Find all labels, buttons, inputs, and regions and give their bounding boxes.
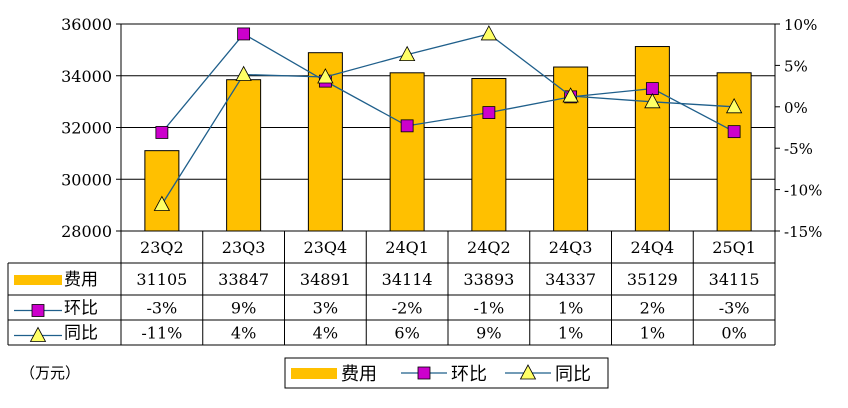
table-cell: 1% <box>558 299 583 318</box>
left-axis-tick-label: 32000 <box>61 119 112 138</box>
table-cell: 34115 <box>709 270 760 289</box>
legend: 费用 环比 同比 <box>284 357 609 389</box>
table-cell: -3% <box>146 299 177 318</box>
table-cell: 1% <box>640 324 665 343</box>
table-cell: 4% <box>231 324 256 343</box>
axes: 28000 30000 32000 34000 36000 -15% -10% -5% 0% 5%… <box>61 15 822 241</box>
table-cell: 35129 <box>627 270 678 289</box>
right-axis-tick-label: -5% <box>784 140 813 158</box>
table-cell: 6% <box>394 324 419 343</box>
bar-series <box>144 46 752 232</box>
yoy-point-marker <box>480 25 498 41</box>
left-axis-tick-label: 28000 <box>61 222 112 241</box>
table-key-bar <box>14 275 62 285</box>
yoy-point-marker <box>235 65 252 81</box>
table-key-marker <box>29 326 47 342</box>
table-row-label: 同比 <box>64 324 98 344</box>
table-cell: 33893 <box>463 270 514 289</box>
gridlines <box>121 75 775 180</box>
right-axis-tick-label: 5% <box>784 57 808 75</box>
category-label: 23Q3 <box>222 238 266 257</box>
yoy-point-marker <box>317 68 334 84</box>
table-cell: 4% <box>313 324 338 343</box>
qoq-point-marker <box>400 119 414 133</box>
category-label: 25Q1 <box>712 238 756 257</box>
left-axis-tick-label: 36000 <box>61 15 112 34</box>
bar <box>226 79 262 232</box>
table-row-label: 费用 <box>64 270 98 290</box>
bar <box>634 46 670 232</box>
yoy-point-marker <box>153 195 171 211</box>
table-cell: -3% <box>719 299 750 318</box>
yoy-point-marker <box>562 87 579 103</box>
legend-label: 同比 <box>555 364 591 385</box>
table-cell: -1% <box>473 299 504 318</box>
bar <box>389 72 425 232</box>
table-cell: 34337 <box>545 270 596 289</box>
category-label: 23Q4 <box>304 238 348 257</box>
table-cell: -11% <box>141 324 182 343</box>
legend-swatch-marker <box>417 366 431 380</box>
bar <box>716 72 752 232</box>
legend-swatch-bar <box>291 368 337 379</box>
table-cell: 1% <box>558 324 583 343</box>
right-axis-tick-label: -10% <box>784 182 822 200</box>
table-cell: 2% <box>640 299 665 318</box>
table-cell: 0% <box>721 324 746 343</box>
legend-frame <box>284 357 609 389</box>
table-cell: 34891 <box>300 270 351 289</box>
table-cell: 33847 <box>218 270 269 289</box>
legend-label: 环比 <box>451 364 487 385</box>
table-cell: 31105 <box>136 270 187 289</box>
right-axis-tick-label: 10% <box>784 16 817 34</box>
qoq-point-marker <box>645 82 659 95</box>
left-axis-tick-label: 34000 <box>61 67 112 86</box>
yoy-point-marker <box>398 45 416 62</box>
legend-swatch-marker <box>519 364 537 380</box>
right-axis-tick-label: -15% <box>784 223 822 241</box>
yoy-series-line <box>161 33 735 205</box>
table-cell: 3% <box>313 299 338 318</box>
qoq-point-marker <box>482 106 496 119</box>
yoy-point-marker <box>725 97 743 114</box>
table-cell: -2% <box>392 299 423 318</box>
category-label: 23Q2 <box>140 238 184 257</box>
category-label: 24Q2 <box>467 238 511 257</box>
category-label: 24Q4 <box>631 238 675 257</box>
qoq-point-marker <box>155 126 169 139</box>
unit-label: （万元） <box>20 364 80 382</box>
category-label: 24Q1 <box>385 238 429 257</box>
table-cell: 34114 <box>382 270 433 289</box>
qoq-point-marker <box>727 125 741 139</box>
category-label: 24Q3 <box>549 238 593 257</box>
table-row-label: 环比 <box>64 299 98 319</box>
qoq-point-marker <box>237 27 251 41</box>
right-axis-tick-label: 0% <box>784 99 808 117</box>
bar <box>471 78 507 232</box>
line-series <box>153 25 743 211</box>
qoq-series-line <box>161 33 735 133</box>
data-table: 23Q2 23Q3 23Q4 24Q1 24Q2 24Q3 24Q4 25Q1 费用 31105 3… <box>7 231 776 346</box>
bar <box>144 150 180 232</box>
yoy-point-marker <box>644 92 661 109</box>
table-key-marker <box>31 304 45 317</box>
left-axis-tick-label: 30000 <box>61 170 112 189</box>
table-cell: 9% <box>476 324 501 343</box>
legend-label: 费用 <box>341 364 377 385</box>
table-cell: 9% <box>231 299 256 318</box>
